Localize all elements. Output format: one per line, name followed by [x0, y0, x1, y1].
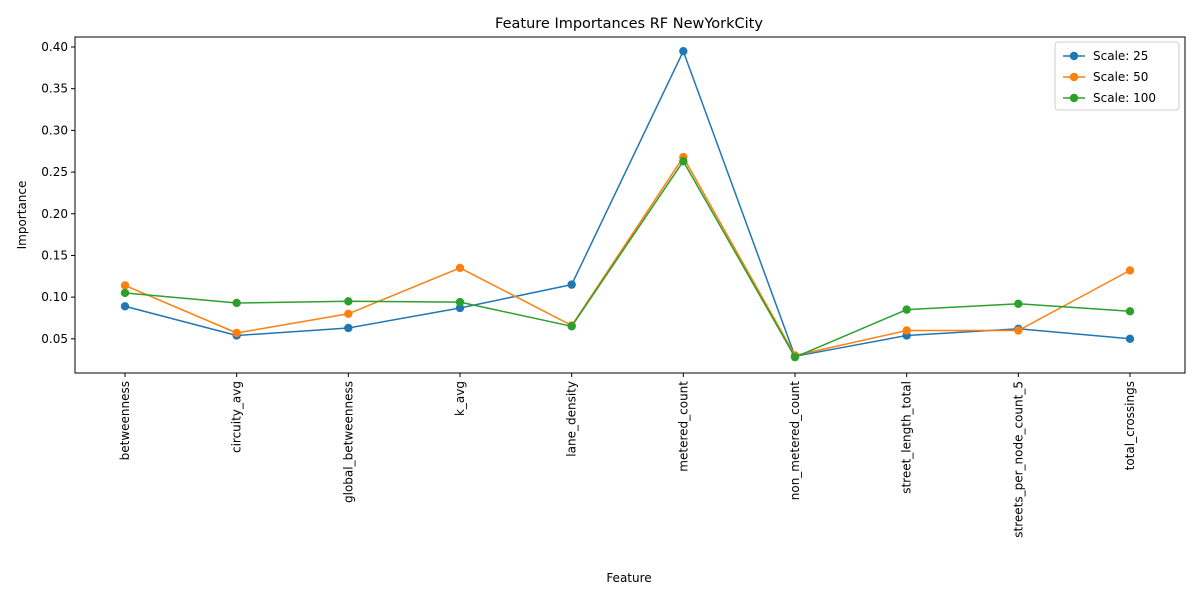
x-tick-label: streets_per_node_count_5: [1011, 381, 1025, 538]
legend-label: Scale: 100: [1093, 91, 1156, 105]
x-tick-label: total_crossings: [1123, 381, 1137, 470]
data-point: [567, 280, 576, 289]
chart-title: Feature Importances RF NewYorkCity: [495, 16, 763, 32]
data-point: [1014, 299, 1023, 308]
x-axis-label: Feature: [606, 571, 651, 585]
legend-entry: Scale: 100: [1063, 91, 1156, 105]
data-point: [1125, 307, 1135, 316]
series-line: [124, 156, 1131, 357]
x-tick-label: k_avg: [453, 381, 467, 416]
data-point: [455, 303, 465, 313]
data-point: [1125, 266, 1135, 275]
data-point: [344, 297, 353, 306]
y-tick-label: 0.10: [41, 290, 68, 304]
legend-marker: [1069, 93, 1079, 103]
x-tick-label: metered_count: [676, 381, 690, 472]
data-point: [902, 305, 911, 314]
y-tick-label: 0.15: [41, 248, 68, 262]
x-tick-label: street_length_total: [900, 381, 914, 494]
data-point: [679, 157, 688, 166]
data-point: [679, 46, 688, 56]
series-line: [124, 160, 1131, 358]
legend-label: Scale: 50: [1093, 70, 1148, 84]
y-axis: 0.05 0.10 0.15 0.20 0.25 0.30 0.35 0.40: [41, 40, 75, 346]
y-axis-label: Importance: [15, 181, 29, 250]
series-2: [120, 152, 1135, 360]
data-point: [120, 302, 130, 311]
data-point: [455, 263, 465, 273]
data-point: [1014, 326, 1023, 335]
x-tick-label: non_metered_count: [788, 381, 802, 501]
data-point: [344, 309, 353, 319]
plot-area: [74, 36, 1186, 374]
data-point: [232, 298, 241, 308]
legend-entry: Scale: 25: [1063, 49, 1148, 63]
data-point: [232, 328, 241, 338]
x-tick-label: global_betweenness: [341, 381, 355, 503]
data-point: [902, 326, 911, 335]
legend-box: [1054, 41, 1180, 111]
x-tick-label: lane_density: [565, 381, 579, 457]
y-tick-label: 0.05: [41, 332, 68, 346]
y-tick-label: 0.30: [41, 123, 68, 137]
data-point: [120, 288, 130, 298]
y-tick-label: 0.25: [41, 165, 68, 179]
series-line: [124, 50, 1131, 358]
series-layer: [120, 46, 1135, 362]
plot-frame: [74, 36, 1186, 374]
legend-label: Scale: 25: [1093, 49, 1148, 63]
y-tick-label: 0.20: [41, 207, 68, 221]
y-tick-label: 0.40: [41, 40, 68, 54]
data-point: [1125, 334, 1135, 344]
data-point: [344, 323, 353, 333]
legend: Scale: 25 Scale: 50 Scale: 100: [1054, 41, 1180, 111]
x-axis: betweenness circuity_avg global_betweennes…: [118, 373, 1137, 538]
data-point: [120, 281, 130, 290]
legend-entry: Scale: 50: [1063, 70, 1148, 84]
x-tick-label: betweenness: [118, 381, 132, 460]
legend-marker: [1069, 72, 1079, 82]
series-3: [120, 157, 1135, 362]
data-point: [790, 352, 800, 362]
x-tick-label: circuity_avg: [230, 381, 244, 453]
legend-marker: [1069, 51, 1079, 61]
data-point: [455, 297, 465, 307]
y-tick-label: 0.35: [41, 82, 68, 96]
data-point: [567, 322, 576, 331]
